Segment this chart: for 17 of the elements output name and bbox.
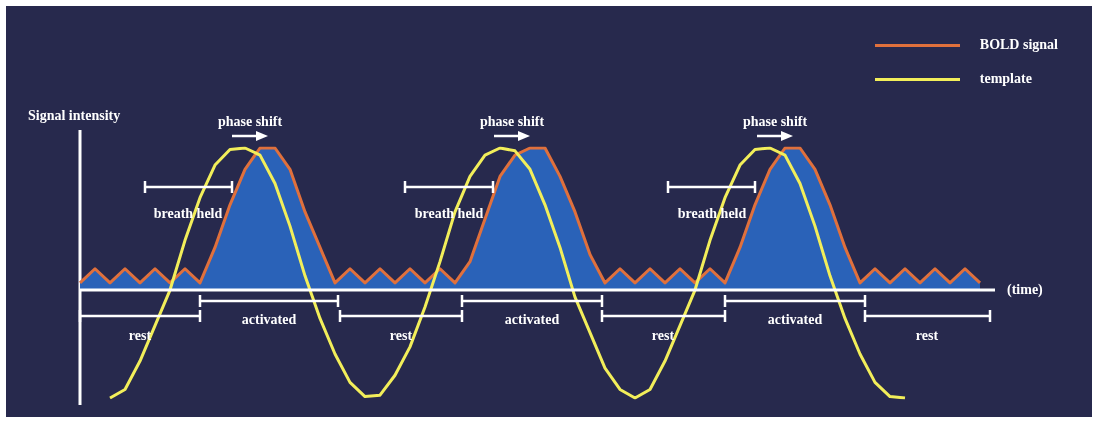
annotation: activated	[767, 311, 823, 327]
annotation: rest	[915, 327, 939, 343]
annotation: breath held	[153, 205, 223, 221]
text: BOLD signal	[979, 37, 1058, 53]
annotation: activated	[241, 311, 297, 327]
text: template	[979, 71, 1032, 87]
text: phase shift	[479, 113, 545, 129]
y-axis-title: Signal intensity	[28, 107, 121, 123]
text: phase shift	[217, 113, 283, 129]
annotation: rest	[651, 327, 675, 343]
annotation: rest	[389, 327, 413, 343]
annotation: breath held	[677, 205, 747, 221]
annotation: activated	[504, 311, 560, 327]
x-axis-title: (time)	[1007, 281, 1044, 298]
annotation: rest	[128, 327, 152, 343]
text: phase shift	[742, 113, 808, 129]
annotation: breath held	[414, 205, 484, 221]
